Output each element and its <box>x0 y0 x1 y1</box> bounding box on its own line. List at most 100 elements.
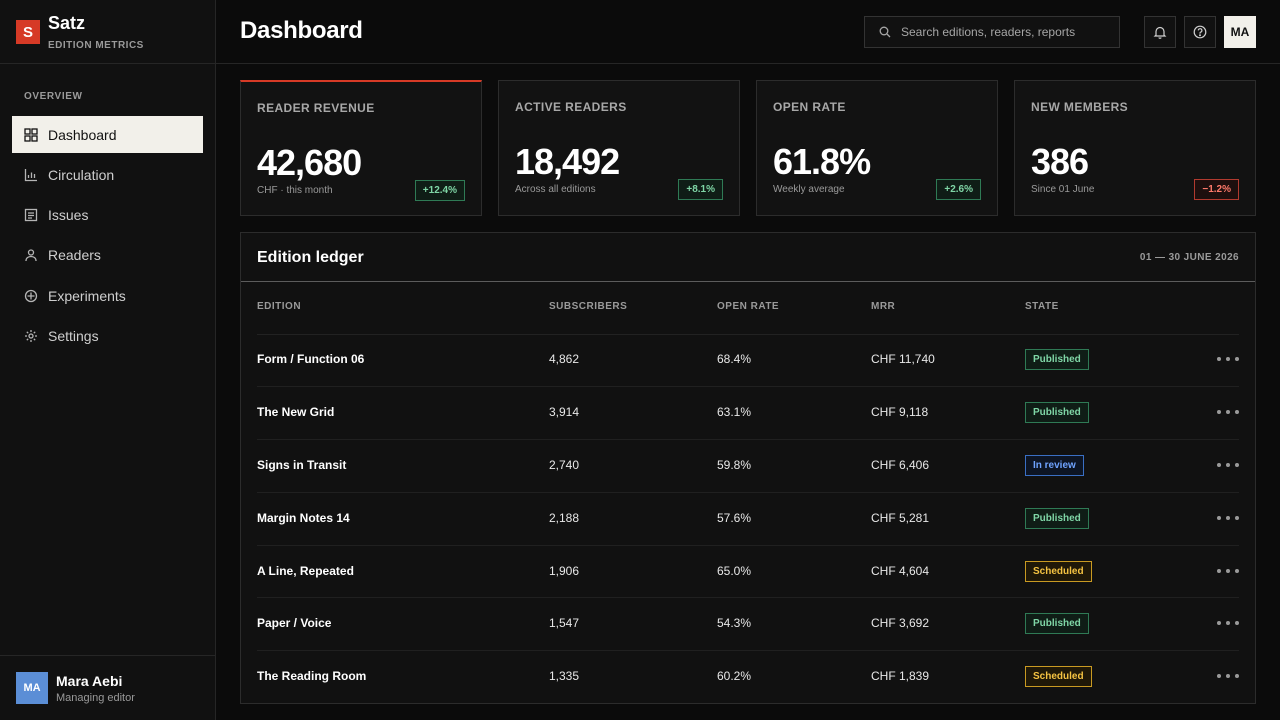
cell-open-rate: 68.4% <box>717 352 752 366</box>
status-badge: Published <box>1025 507 1089 529</box>
row-more-button[interactable] <box>1217 511 1239 525</box>
sidebar-item-label: Circulation <box>48 166 115 183</box>
column-header-state[interactable]: STATE <box>1025 301 1059 312</box>
status-badge: Scheduled <box>1025 560 1092 582</box>
ledger-title: Edition ledger <box>257 249 364 266</box>
cell-mrr: CHF 1,839 <box>871 669 930 684</box>
cell-mrr: CHF 3,692 <box>871 616 930 631</box>
table-row[interactable]: Margin Notes 14 2,188 57.6% CHF 5,281 Publis… <box>257 493 1239 546</box>
brand-logo[interactable]: S <box>16 20 40 44</box>
table-row[interactable]: The New Grid 3,914 63.1% CHF 9,118 Published <box>257 387 1239 440</box>
row-more-button[interactable] <box>1217 458 1239 472</box>
cell-edition[interactable]: Paper / Voice <box>257 616 332 631</box>
row-more-button[interactable] <box>1217 669 1239 683</box>
column-header-mrr[interactable]: MRR <box>871 301 896 312</box>
cell-edition[interactable]: The Reading Room <box>257 669 367 684</box>
row-more-button[interactable] <box>1217 616 1239 630</box>
table-row[interactable]: The Reading Room 1,335 60.2% CHF 1,839 Sched… <box>257 651 1239 704</box>
cell-open-rate: 63.1% <box>717 404 752 419</box>
cell-subscribers: 1,547 <box>549 616 580 631</box>
column-header-open-rate[interactable]: OPEN RATE <box>717 301 780 312</box>
kpi-card-active-readers: ACTIVE READERS 18,492 Across all edition… <box>498 80 740 216</box>
user-icon <box>24 248 38 262</box>
table-row[interactable]: A Line, Repeated 1,906 65.0% CHF 4,604 Sched… <box>257 546 1239 599</box>
cell-open-rate: 57.6% <box>717 510 752 525</box>
cell-mrr: CHF 6,406 <box>871 457 930 472</box>
column-header-edition[interactable]: EDITION <box>257 301 302 312</box>
sidebar-item-issues[interactable]: Issues <box>12 197 203 234</box>
kpi-note: CHF · this month <box>257 185 333 196</box>
kpi-value: 42,680 <box>257 142 362 183</box>
column-header-subscribers[interactable]: SUBSCRIBERS <box>549 301 628 312</box>
kpi-delta-badge: −1.2% <box>1194 179 1239 200</box>
dot-icon <box>1226 515 1230 520</box>
row-more-button[interactable] <box>1217 352 1239 366</box>
kpi-note: Since 01 June <box>1031 184 1095 195</box>
sidebar-item-settings[interactable]: Settings <box>12 317 203 354</box>
dot-icon <box>1217 621 1221 626</box>
search-icon <box>879 26 891 38</box>
cell-subscribers: 2,188 <box>549 510 580 525</box>
sidebar-item-circulation[interactable]: Circulation <box>12 156 203 193</box>
row-more-button[interactable] <box>1217 564 1239 578</box>
status-badge: In review <box>1025 454 1084 476</box>
document-icon <box>24 208 38 222</box>
table-row[interactable]: Form / Function 06 4,862 68.4% CHF 11,740 Pu… <box>257 334 1239 387</box>
search-input[interactable] <box>901 25 1111 39</box>
user-name: Mara Aebi <box>56 673 123 689</box>
page-title: Dashboard <box>240 17 363 44</box>
cell-mrr: CHF 9,118 <box>871 404 929 419</box>
table-header: EDITION SUBSCRIBERS OPEN RATE MRR STATE <box>257 291 1239 335</box>
cell-edition[interactable]: A Line, Repeated <box>257 563 354 578</box>
cell-subscribers: 3,914 <box>549 404 580 419</box>
dot-icon <box>1235 462 1239 467</box>
dot-icon <box>1217 462 1221 467</box>
cell-subscribers: 4,862 <box>549 352 580 366</box>
table-row[interactable]: Paper / Voice 1,547 54.3% CHF 3,692 Publishe… <box>257 598 1239 652</box>
cell-open-rate: 60.2% <box>717 669 752 684</box>
sidebar-item-readers[interactable]: Readers <box>12 237 203 274</box>
dot-icon <box>1217 357 1221 361</box>
top-header: Dashboard MA <box>216 0 1280 64</box>
row-more-button[interactable] <box>1217 405 1239 419</box>
kpi-note: Weekly average <box>773 184 845 195</box>
cell-edition[interactable]: Form / Function 06 <box>257 352 365 366</box>
cell-edition[interactable]: Margin Notes 14 <box>257 510 350 525</box>
dot-icon <box>1226 674 1230 679</box>
table-row[interactable]: Signs in Transit 2,740 59.8% CHF 6,406 In re… <box>257 440 1239 493</box>
cell-subscribers: 1,335 <box>549 669 580 684</box>
dot-icon <box>1226 462 1230 467</box>
avatar: MA <box>16 672 48 704</box>
edition-ledger: Edition ledger 01 — 30 JUNE 2026 EDITION… <box>240 232 1256 704</box>
dot-icon <box>1235 515 1239 520</box>
kpi-value: 386 <box>1031 141 1089 182</box>
kpi-delta-badge: +2.6% <box>936 179 981 200</box>
kpi-delta-badge: +8.1% <box>678 179 723 200</box>
help-button[interactable] <box>1184 16 1216 48</box>
cell-edition[interactable]: The New Grid <box>257 404 335 419</box>
sidebar-item-dashboard[interactable]: Dashboard <box>12 116 203 153</box>
dot-icon <box>1217 515 1221 520</box>
search-box[interactable] <box>864 16 1120 48</box>
kpi-note: Across all editions <box>515 184 596 195</box>
dot-icon <box>1217 409 1221 414</box>
kpi-delta-badge: +12.4% <box>414 180 465 201</box>
header-avatar[interactable]: MA <box>1224 16 1256 48</box>
dot-icon <box>1226 621 1230 626</box>
status-badge: Scheduled <box>1025 666 1092 688</box>
sidebar-item-label: Settings <box>48 327 99 344</box>
status-badge: Published <box>1025 401 1089 423</box>
user-role: Managing editor <box>56 692 135 704</box>
user-profile[interactable]: MA Mara Aebi Managing editor <box>0 655 215 720</box>
brand-name: Satz <box>48 13 86 33</box>
grid-icon <box>24 127 38 142</box>
cell-mrr: CHF 4,604 <box>871 563 930 578</box>
cell-open-rate: 59.8% <box>717 457 752 472</box>
dot-icon <box>1226 357 1230 361</box>
cell-edition[interactable]: Signs in Transit <box>257 457 347 472</box>
cell-open-rate: 65.0% <box>717 563 752 578</box>
sidebar-item-experiments[interactable]: Experiments <box>12 277 203 314</box>
notifications-button[interactable] <box>1144 16 1176 48</box>
status-badge: Published <box>1025 349 1089 370</box>
dot-icon <box>1235 674 1239 679</box>
